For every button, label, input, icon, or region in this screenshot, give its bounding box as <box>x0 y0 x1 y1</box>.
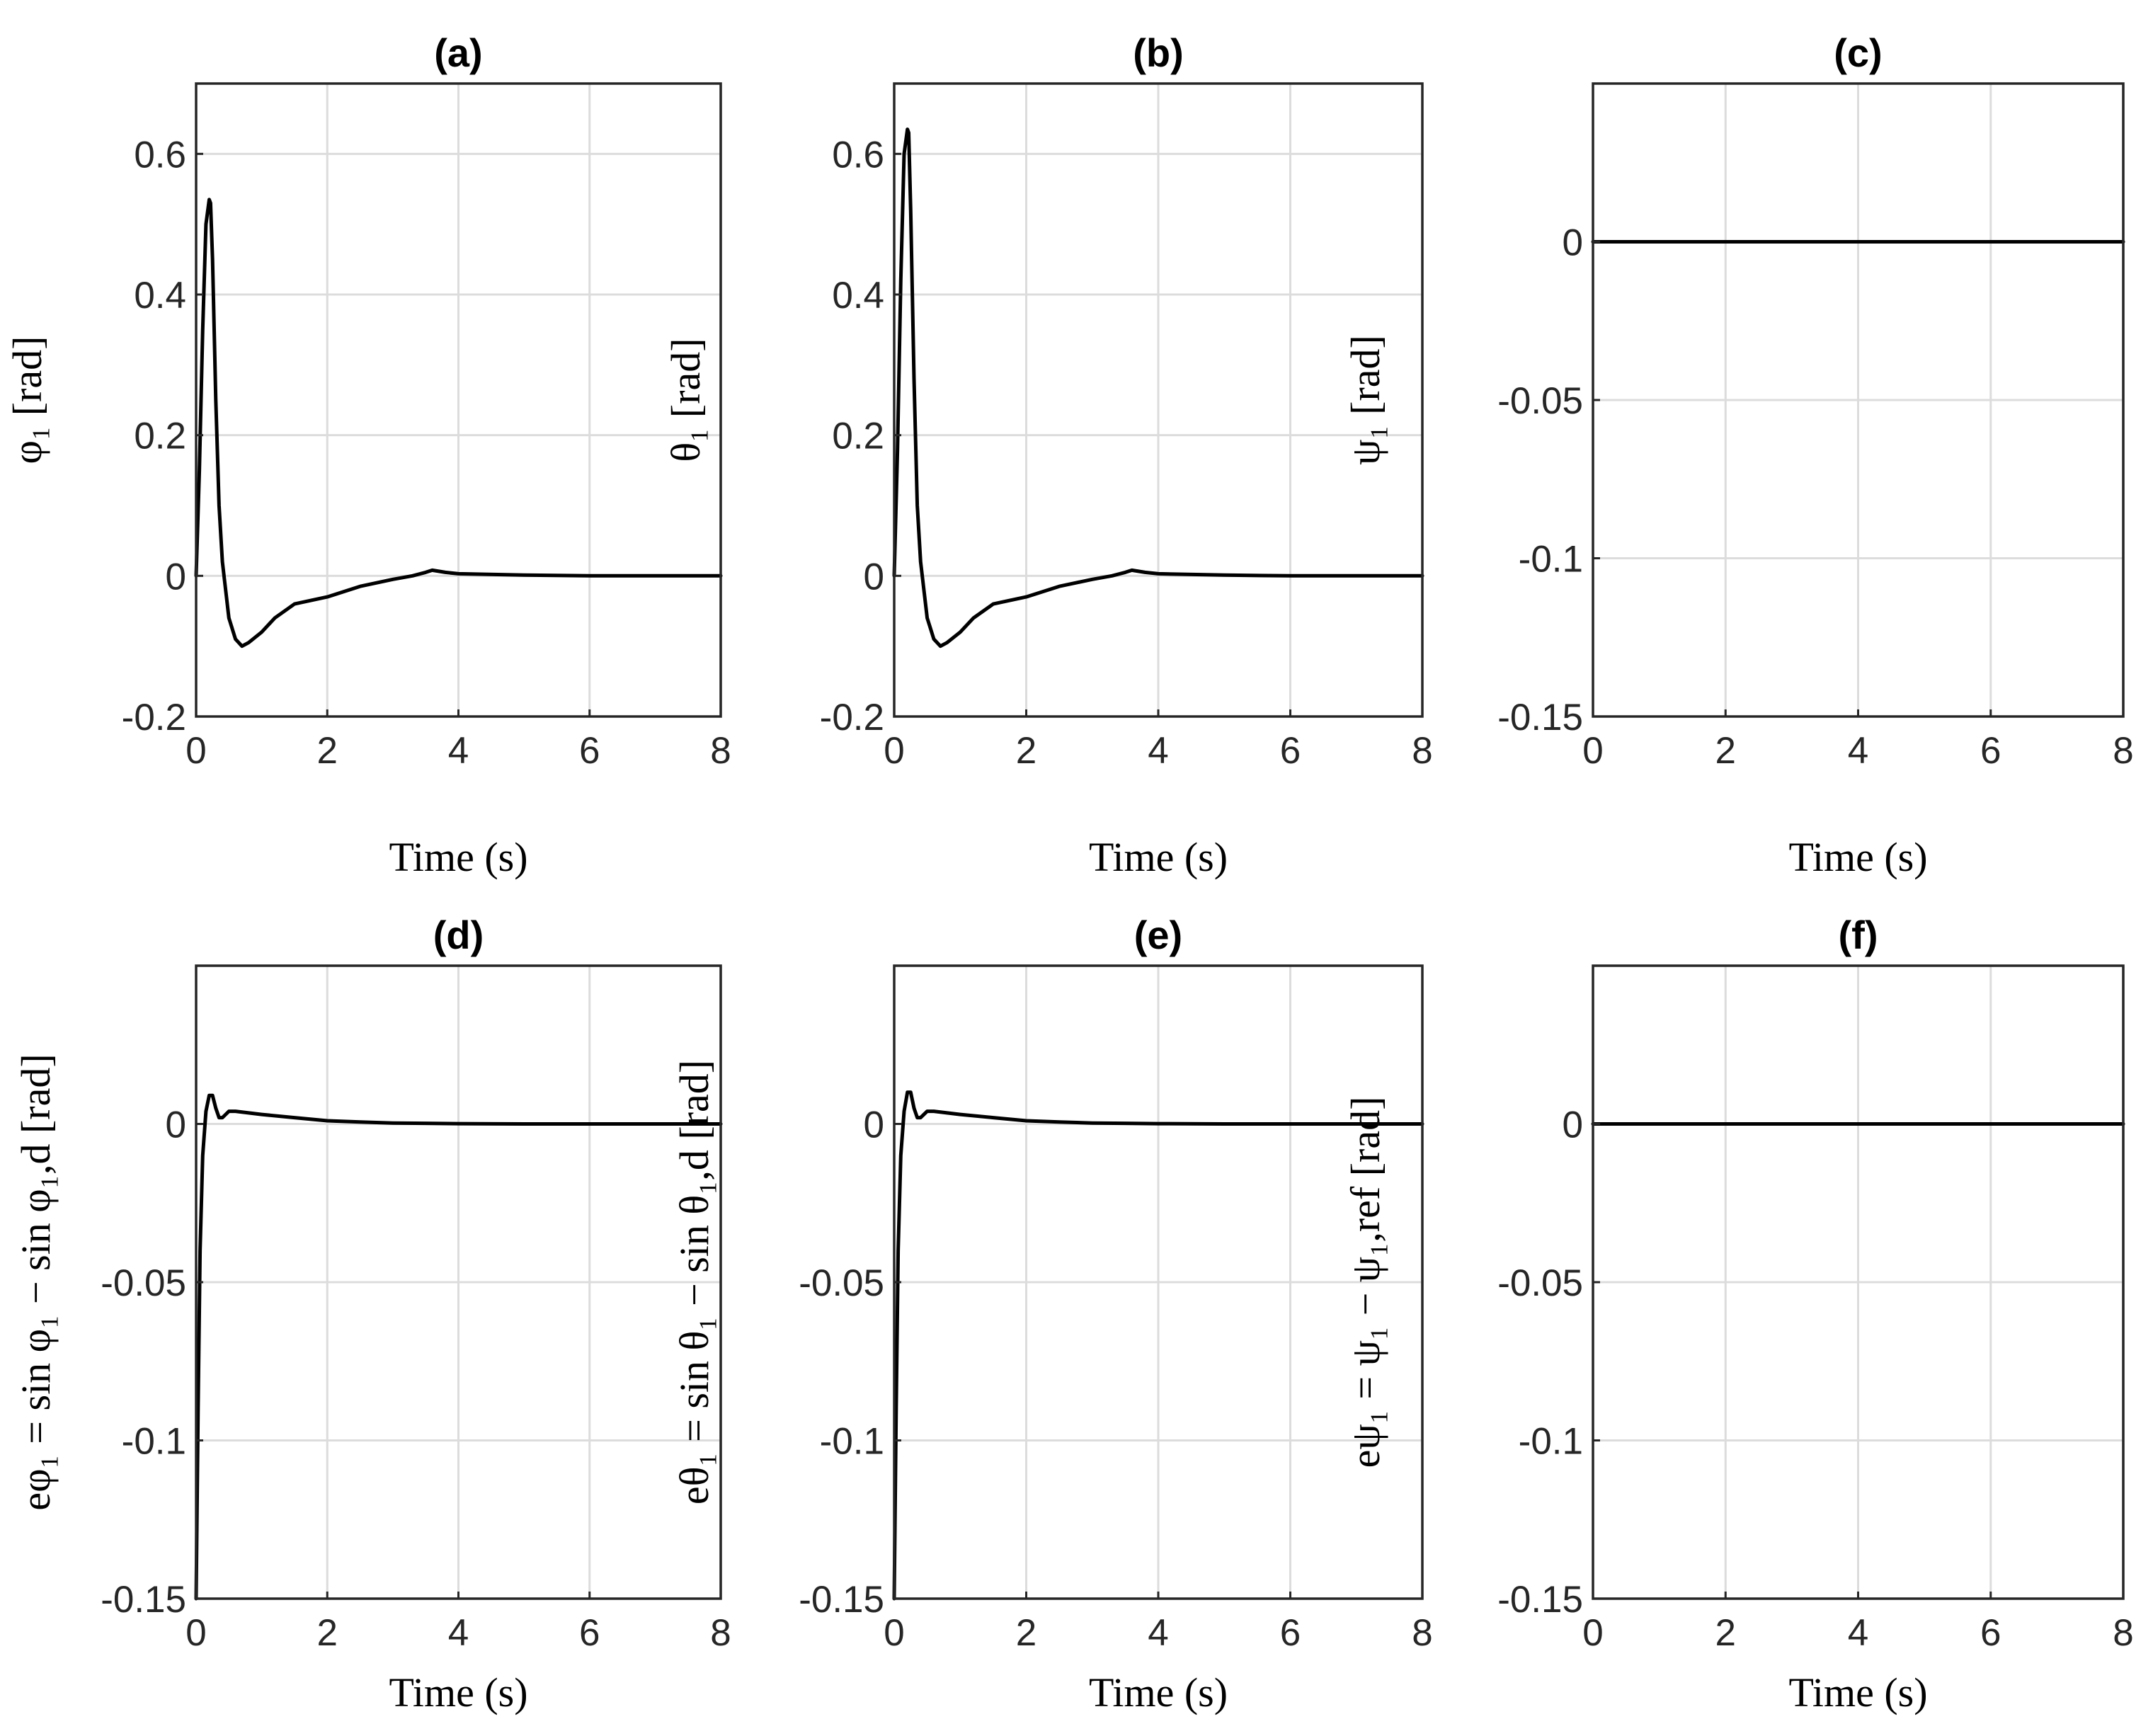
x-tick-label: 0 <box>185 730 206 772</box>
x-tick-label: 6 <box>1980 1612 2001 1654</box>
y-tick-label: -0.2 <box>820 697 884 738</box>
y-tick-label: -0.1 <box>820 1421 884 1463</box>
x-axis-label: Time (s) <box>389 1669 527 1715</box>
y-axis-label: ψ₁ [rad] <box>1342 335 1388 465</box>
y-tick-label: -0.05 <box>101 1262 186 1304</box>
x-tick-label: 2 <box>317 730 338 772</box>
x-tick-label: 4 <box>1148 730 1168 772</box>
panel-b: 0 2 4 6 8-0.200.20.40.6(b)Time (s)θ₁ [rad] <box>663 30 1433 880</box>
y-tick-label: -0.15 <box>1497 1579 1583 1621</box>
y-tick-label: -0.1 <box>1519 1421 1583 1463</box>
x-tick-label: 4 <box>1148 1612 1168 1654</box>
panel-d: 0 2 4 6 8 -0.15 -0.1 -0.05 0 (d) Time (s) eφ₁ = sin… <box>13 913 731 1715</box>
x-tick-label: 6 <box>1980 730 2001 772</box>
x-tick-label: 0 <box>185 1612 206 1654</box>
chart-title: (b) <box>1133 30 1184 75</box>
chart-title: (c) <box>1834 30 1882 75</box>
x-tick-label: 4 <box>448 730 469 772</box>
x-tick-label: 8 <box>710 730 731 772</box>
x-tick-label: 4 <box>1848 1612 1868 1654</box>
y-tick-label: 0 <box>166 556 186 598</box>
y-tick-label: -0.05 <box>799 1262 884 1304</box>
y-tick-label: 0 <box>1563 1104 1583 1146</box>
y-tick-label: -0.1 <box>122 1421 186 1463</box>
y-tick-label: -0.1 <box>1519 539 1583 581</box>
series-line-e_theta1 <box>892 1090 1424 1601</box>
chart-title: (e) <box>1134 913 1182 957</box>
y-tick-label: 0.2 <box>832 416 884 457</box>
y-axis-label: eφ₁ = sin φ₁ − sin φ₁,d [rad] <box>13 1053 59 1510</box>
y-tick-label: -0.15 <box>101 1579 186 1621</box>
x-tick-label: 6 <box>1280 1612 1301 1654</box>
x-tick-label: 0 <box>884 1612 904 1654</box>
y-axis-label: θ₁ [rad] <box>663 338 709 462</box>
x-tick-label: 0 <box>884 730 904 772</box>
x-axis-label: Time (s) <box>1788 834 1927 880</box>
y-tick-label: 0.6 <box>134 134 186 176</box>
x-tick-label: 8 <box>710 1612 731 1654</box>
x-tick-label: 8 <box>1412 1612 1432 1654</box>
x-tick-label: 0 <box>1582 730 1603 772</box>
x-tick-label: 6 <box>579 730 600 772</box>
x-axis-label: Time (s) <box>1788 1669 1927 1715</box>
x-tick-label: 2 <box>317 1612 338 1654</box>
x-tick-label: 8 <box>2113 1612 2133 1654</box>
series-line-e_phi1 <box>194 1093 723 1601</box>
y-tick-label: -0.05 <box>1497 380 1583 422</box>
y-axis-label: eψ₁ = ψ₁ − ψ₁,ref [rad] <box>1342 1097 1388 1468</box>
x-axis-label: Time (s) <box>1089 834 1228 880</box>
y-tick-label: 0 <box>1563 222 1583 264</box>
y-tick-label: 0.2 <box>134 416 186 457</box>
y-tick-label: 0 <box>864 1104 884 1146</box>
x-tick-label: 2 <box>1715 730 1736 772</box>
x-tick-label: 2 <box>1016 730 1036 772</box>
chart-title: (d) <box>433 913 484 957</box>
series-line-theta1 <box>892 127 1424 649</box>
x-tick-label: 8 <box>2113 730 2133 772</box>
y-tick-label: -0.15 <box>1497 697 1583 738</box>
x-axis-label: Time (s) <box>1089 1669 1228 1715</box>
x-tick-label: 2 <box>1016 1612 1036 1654</box>
series-line-phi1 <box>194 198 723 649</box>
panel-a: 0 2 4 6 8-0.200.20.40.6(a)Time (s)φ₁ [rad] <box>4 30 731 880</box>
y-tick-label: 0.4 <box>832 275 884 316</box>
x-tick-label: 0 <box>1582 1612 1603 1654</box>
x-tick-label: 8 <box>1412 730 1432 772</box>
panel-c: 0 2 4 6 8 -0.15 -0.1 -0.05 0 (c) Time (s) ψ₁ [rad] <box>1342 30 2134 880</box>
y-axis-label: φ₁ [rad] <box>4 336 50 464</box>
x-tick-label: 6 <box>1280 730 1301 772</box>
y-tick-label: 0 <box>864 556 884 598</box>
y-tick-label: 0 <box>166 1104 186 1146</box>
y-tick-label: -0.2 <box>122 697 186 738</box>
x-axis-label: Time (s) <box>389 834 527 880</box>
x-tick-label: 4 <box>1848 730 1868 772</box>
panel-e: 0 2 4 6 8 -0.15 -0.1 -0.05 0 (e) Time (s) eθ₁ = sin… <box>671 913 1433 1715</box>
y-tick-label: 0.4 <box>134 275 186 316</box>
y-tick-label: -0.05 <box>1497 1262 1583 1304</box>
x-tick-label: 6 <box>579 1612 600 1654</box>
y-tick-label: 0.6 <box>832 134 884 176</box>
chart-title: (f) <box>1839 913 1878 957</box>
x-tick-label: 2 <box>1715 1612 1736 1654</box>
y-axis-label: eθ₁ = sin θ₁ − sin θ₁,d [rad] <box>671 1060 717 1504</box>
y-tick-label: -0.15 <box>799 1579 884 1621</box>
x-tick-label: 4 <box>448 1612 469 1654</box>
chart-title: (a) <box>434 30 482 75</box>
panel-f: 0 2 4 6 8 -0.15 -0.1 -0.05 0 (f) Time (s) eψ₁ = ψ₁ … <box>1342 913 2134 1715</box>
